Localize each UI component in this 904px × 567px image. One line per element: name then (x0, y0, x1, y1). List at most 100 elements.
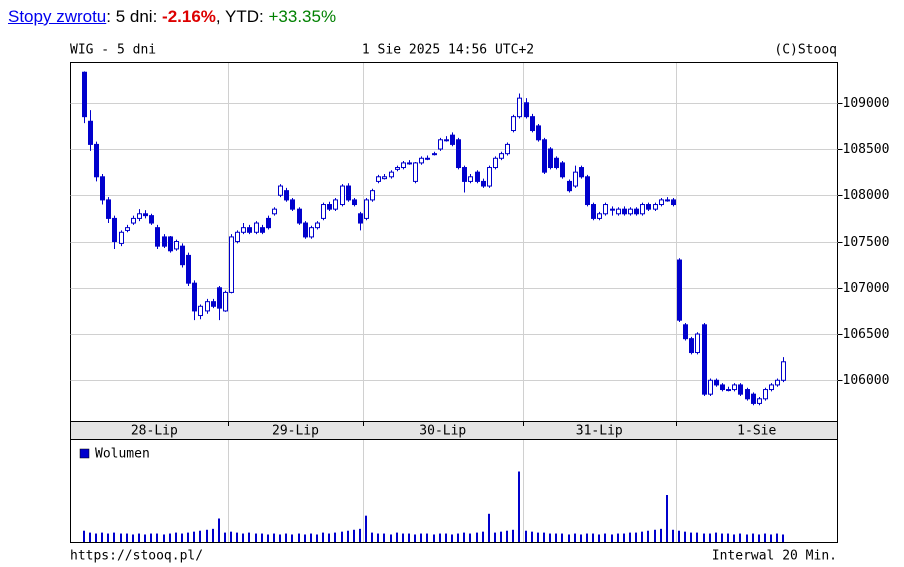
volume-bar (549, 533, 551, 542)
candle-body (517, 97, 522, 118)
candle-body (137, 213, 142, 219)
candle-body (186, 254, 191, 284)
candle-body (119, 231, 124, 244)
candle-body (162, 236, 167, 247)
volume-bar (163, 534, 165, 542)
volume-bar (255, 533, 257, 542)
candle-body (444, 139, 449, 142)
volume-bar (107, 533, 109, 542)
volume-bar (291, 534, 293, 542)
volume-bar (353, 529, 355, 542)
volume-bar (187, 532, 189, 542)
volume-bar (242, 533, 244, 542)
candle-body (333, 199, 338, 210)
candle-body (628, 208, 633, 215)
volume-bar (604, 533, 606, 542)
volume-bar (89, 532, 91, 542)
candle-body (376, 176, 381, 182)
volume-bar (696, 532, 698, 542)
volume-bar (101, 532, 103, 542)
candle-body (217, 287, 222, 309)
candle-body (603, 204, 608, 215)
volume-bar (703, 533, 705, 542)
candle-body (751, 393, 756, 404)
candle-body (634, 208, 639, 215)
candle-body (315, 222, 320, 229)
candle-body (456, 139, 461, 169)
candle-body (272, 208, 277, 215)
candle-body (413, 162, 418, 182)
volume-bar (371, 532, 373, 542)
returns-link[interactable]: Stopy zwrotu (8, 7, 107, 26)
volume-bar (537, 532, 539, 542)
volume-bar (782, 534, 784, 542)
candle-body (450, 134, 455, 145)
candle-body (364, 199, 369, 219)
candle-body (401, 162, 406, 169)
volume-bar (715, 532, 717, 542)
candle-body (149, 215, 154, 224)
volume-bar (764, 533, 766, 542)
volume-bar (727, 533, 729, 542)
candle-body (88, 120, 93, 145)
candle-body (745, 389, 750, 400)
candle-body (481, 180, 486, 187)
volume-bar (322, 532, 324, 542)
volume-bar (457, 533, 459, 542)
volume-bar (402, 533, 404, 542)
volume-bar (181, 533, 183, 542)
candle-body (487, 167, 492, 187)
volume-bar (230, 531, 232, 542)
candle-body (536, 125, 541, 141)
y-tick-label: 108500 (843, 142, 890, 157)
candle-body (524, 102, 529, 118)
candle-body (597, 213, 602, 219)
candle-body (695, 333, 700, 354)
y-tick-label: 106000 (843, 373, 890, 388)
candle-body (321, 204, 326, 219)
interval: Interwal 20 Min. (712, 549, 837, 564)
legend-label: Wolumen (95, 447, 150, 462)
candle-body (493, 157, 498, 169)
candle-body (475, 171, 480, 182)
volume-bar (377, 533, 379, 542)
candle-body (665, 199, 670, 202)
volume-bar (672, 529, 674, 542)
candle-body (174, 241, 179, 250)
volume-bar (463, 532, 465, 542)
candle-body (346, 185, 351, 201)
volume-bar (525, 530, 527, 542)
volume-bar (224, 532, 226, 542)
volume-bar (476, 532, 478, 542)
candle-body (168, 236, 173, 252)
candle-body (499, 153, 504, 159)
candle-body (757, 398, 762, 404)
candle-body (462, 167, 467, 182)
candle-body (775, 379, 780, 386)
candle-body (646, 204, 651, 210)
candle-body (714, 379, 719, 386)
ytd-return: +33.35% (268, 7, 337, 26)
volume-bar (580, 534, 582, 542)
volume-bar (482, 531, 484, 542)
candle-body (542, 139, 547, 173)
volume-bar (518, 471, 520, 542)
candle-body (726, 389, 731, 392)
candle-body (211, 301, 216, 307)
candle-body (781, 361, 786, 381)
volume-bar (660, 528, 662, 542)
volume-bar (273, 533, 275, 542)
volume-bar (304, 534, 306, 542)
volume-bar (120, 533, 122, 542)
x-tick-label: 29-Lip (272, 424, 319, 439)
returns-header: Stopy zwrotu: 5 dni: -2.16%, YTD: +33.35… (8, 7, 336, 27)
candle-body (702, 324, 707, 395)
y-tick-label: 106500 (843, 327, 890, 342)
candle-body (82, 71, 87, 118)
volume-bar (347, 530, 349, 542)
candle-body (579, 167, 584, 178)
volume-bar (341, 531, 343, 542)
candle-body (616, 208, 621, 215)
candle-body (260, 227, 265, 233)
volume-bar (206, 529, 208, 542)
